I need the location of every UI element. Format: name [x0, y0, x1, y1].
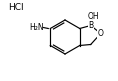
- Text: HCl: HCl: [8, 3, 24, 12]
- Text: OH: OH: [88, 12, 100, 21]
- Text: O: O: [98, 29, 104, 38]
- Text: B: B: [88, 21, 93, 30]
- Text: H₂N: H₂N: [29, 23, 44, 32]
